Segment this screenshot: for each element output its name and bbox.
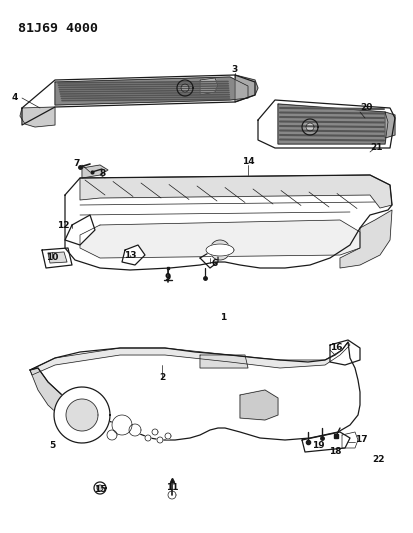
Polygon shape — [65, 215, 95, 245]
Polygon shape — [48, 252, 67, 263]
Polygon shape — [30, 368, 100, 432]
Polygon shape — [165, 433, 171, 439]
Polygon shape — [122, 245, 145, 265]
Polygon shape — [385, 112, 395, 138]
Polygon shape — [54, 387, 110, 443]
Polygon shape — [157, 437, 163, 443]
Text: 6: 6 — [212, 259, 218, 268]
Polygon shape — [22, 75, 255, 125]
Polygon shape — [302, 432, 350, 452]
Text: 4: 4 — [12, 93, 18, 102]
Text: 16: 16 — [330, 343, 342, 352]
Text: 14: 14 — [242, 157, 254, 166]
Text: 18: 18 — [329, 448, 341, 456]
Polygon shape — [107, 430, 117, 440]
Polygon shape — [145, 435, 151, 441]
Polygon shape — [340, 210, 392, 268]
Polygon shape — [210, 240, 230, 260]
Text: 81J69 4000: 81J69 4000 — [18, 22, 98, 35]
Polygon shape — [80, 220, 360, 258]
Polygon shape — [240, 390, 278, 420]
Polygon shape — [42, 248, 72, 268]
Polygon shape — [30, 342, 360, 440]
Polygon shape — [20, 107, 55, 127]
Polygon shape — [94, 482, 106, 494]
Text: 8: 8 — [100, 168, 106, 177]
Polygon shape — [65, 175, 392, 270]
Text: 22: 22 — [372, 456, 385, 464]
Text: 2: 2 — [159, 374, 165, 383]
Polygon shape — [168, 491, 176, 499]
Text: 17: 17 — [355, 435, 368, 445]
Polygon shape — [306, 123, 314, 131]
Polygon shape — [206, 244, 234, 256]
Polygon shape — [112, 415, 132, 435]
Polygon shape — [302, 119, 318, 135]
Text: 5: 5 — [49, 440, 55, 449]
Polygon shape — [30, 342, 350, 375]
Polygon shape — [330, 340, 360, 365]
Text: 10: 10 — [46, 254, 58, 262]
Polygon shape — [80, 175, 392, 208]
Text: 15: 15 — [94, 486, 106, 495]
Text: 7: 7 — [74, 158, 80, 167]
Polygon shape — [200, 355, 248, 368]
Polygon shape — [258, 100, 395, 148]
Polygon shape — [200, 252, 218, 268]
Polygon shape — [152, 429, 158, 435]
Text: 3: 3 — [232, 66, 238, 75]
Polygon shape — [82, 165, 108, 178]
Polygon shape — [278, 104, 388, 144]
Polygon shape — [66, 399, 98, 431]
Polygon shape — [55, 77, 248, 105]
Polygon shape — [200, 78, 218, 95]
Text: 1: 1 — [220, 313, 226, 322]
Text: 11: 11 — [166, 483, 178, 492]
Polygon shape — [181, 84, 189, 92]
Text: 9: 9 — [165, 273, 171, 282]
Text: 12: 12 — [57, 221, 70, 230]
Text: 19: 19 — [312, 440, 324, 449]
Text: 21: 21 — [370, 143, 382, 152]
Polygon shape — [235, 75, 258, 102]
Text: 13: 13 — [124, 251, 136, 260]
Polygon shape — [129, 424, 141, 436]
Text: 20: 20 — [360, 103, 373, 112]
Polygon shape — [177, 80, 193, 96]
Polygon shape — [342, 432, 358, 448]
Polygon shape — [97, 485, 103, 491]
